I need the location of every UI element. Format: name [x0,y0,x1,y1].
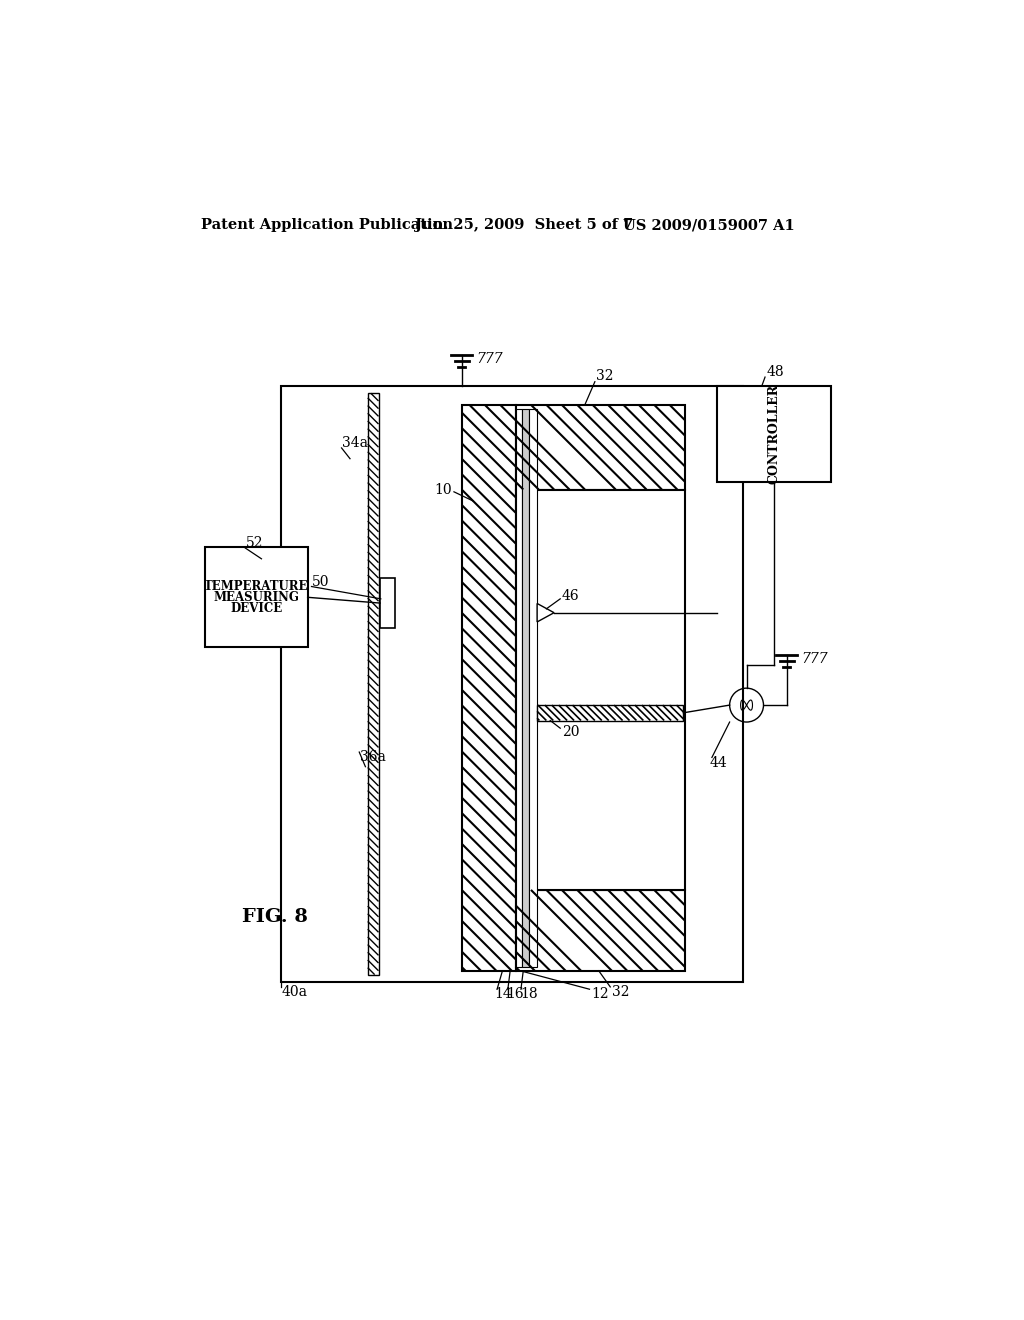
Text: 46: 46 [562,589,580,603]
Text: 10: 10 [435,483,453,496]
Text: 44: 44 [710,756,727,770]
Bar [380,578,395,628]
Bar [462,405,515,970]
Text: 34a: 34a [342,437,369,450]
Text: 14: 14 [495,987,513,1001]
Text: 16: 16 [506,987,524,1001]
Text: 40a: 40a [282,985,307,998]
Bar [515,405,685,490]
Text: Jun. 25, 2009  Sheet 5 of 7: Jun. 25, 2009 Sheet 5 of 7 [416,218,634,232]
Text: Patent Application Publication: Patent Application Publication [202,218,454,232]
Text: 20: 20 [562,725,580,739]
Text: 36a: 36a [360,751,386,764]
Polygon shape [538,603,554,622]
Text: FIG. 8: FIG. 8 [243,908,308,925]
Text: 777: 777 [476,351,503,366]
Text: 52: 52 [246,536,263,550]
Text: 12: 12 [591,987,608,1001]
Bar [521,409,529,966]
Bar [368,393,379,974]
Text: US 2009/0159007 A1: US 2009/0159007 A1 [624,218,795,232]
Bar [529,409,538,966]
Text: 50: 50 [312,576,330,589]
Text: CONTROLLER: CONTROLLER [768,384,780,483]
Bar [205,548,307,647]
Text: 48: 48 [767,366,784,379]
Text: DEVICE: DEVICE [230,602,283,615]
Bar [515,409,521,966]
Text: TEMPERATURE: TEMPERATURE [204,579,308,593]
Text: 18: 18 [520,987,538,1001]
Bar [538,705,683,721]
Text: 32: 32 [596,370,613,383]
Bar [281,385,742,982]
Bar [717,385,831,482]
Bar [515,490,685,890]
Text: 32: 32 [611,985,630,998]
Text: MEASURING: MEASURING [214,591,299,603]
Bar [515,890,685,970]
Text: 777: 777 [801,652,827,665]
